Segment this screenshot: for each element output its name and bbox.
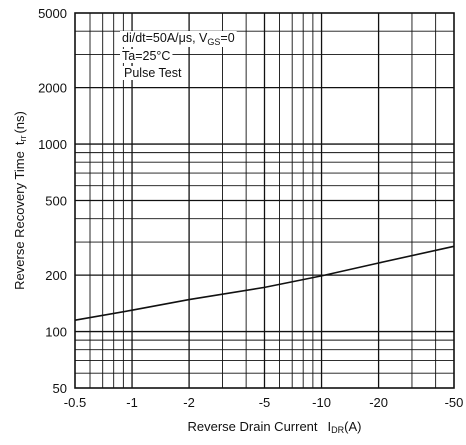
annotation-gs-value: =0: [220, 31, 234, 45]
annotation-temperature: Ta=25°C: [122, 49, 170, 63]
y-axis-label-main: Reverse Recovery Time: [12, 151, 27, 290]
y-tick-label: 50: [53, 381, 67, 396]
y-tick-label: 500: [45, 194, 67, 209]
y-tick-label: 200: [45, 268, 67, 283]
y-axis-label-subscript: rr: [18, 136, 28, 142]
annotation-gs-subscript: GS: [207, 37, 220, 47]
annotation-box: di/dt=50A/μs, VGS=0 Ta=25°C Pulse Test: [120, 31, 237, 80]
y-tick-label: 2000: [38, 81, 67, 96]
x-axis-label-subscript: DR: [331, 425, 344, 435]
x-axis-label-unit: (A): [344, 419, 361, 434]
y-tick-label: 5000: [38, 6, 67, 21]
x-axis-label-main: Reverse Drain Current: [187, 419, 317, 434]
y-axis-label-unit: (ns): [12, 111, 27, 133]
annotation-background-3: [122, 66, 184, 80]
y-tick-label: 1000: [38, 137, 67, 152]
x-tick-label: -20: [369, 395, 388, 410]
annotation-background-2: [120, 49, 173, 63]
x-tick-labels: -0.5 -1 -2 -5 -10 -20 -50: [64, 395, 464, 410]
series-line-1: [74, 245, 455, 321]
x-axis-label: Reverse Drain Current IDR(A): [187, 419, 361, 435]
x-tick-label: -50: [445, 395, 464, 410]
y-tick-label: 100: [45, 325, 67, 340]
x-tick-label: -0.5: [64, 395, 86, 410]
y-tick-labels: 50 100 200 500 1000 2000 5000: [38, 6, 67, 396]
annotation-pulse-test: Pulse Test: [124, 66, 182, 80]
x-axis-label-symbol: I: [328, 419, 332, 434]
y-axis-label-symbol: t: [12, 141, 27, 145]
x-tick-label: -10: [312, 395, 331, 410]
series-layer: [74, 245, 455, 321]
annotation-background-1: [120, 31, 237, 47]
x-tick-label: -2: [183, 395, 195, 410]
x-tick-label: -1: [126, 395, 138, 410]
grid: [75, 13, 454, 388]
annotation-conditions: di/dt=50A/μs, VGS=0: [122, 31, 235, 47]
x-tick-label: -5: [259, 395, 271, 410]
y-axis-label: Reverse Recovery Time trr (ns): [12, 111, 28, 290]
plot-frame: [74, 12, 455, 389]
annotation-didt: di/dt=50A/μs, V: [122, 31, 208, 45]
